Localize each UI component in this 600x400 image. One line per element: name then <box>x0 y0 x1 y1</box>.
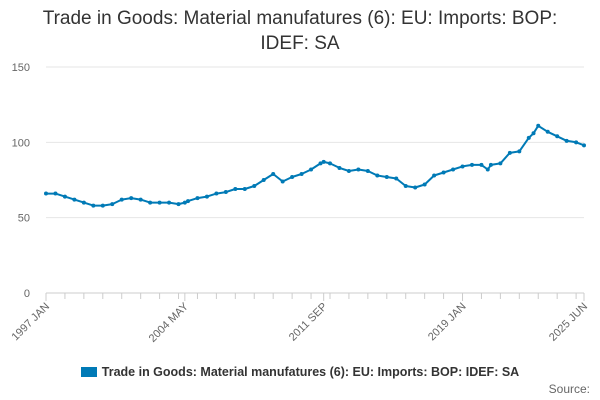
chart-title: Trade in Goods: Material manufatures (6)… <box>42 8 558 54</box>
y-tick-label: 0 <box>24 288 30 300</box>
data-point <box>195 196 200 201</box>
series-line <box>46 124 585 207</box>
data-point <box>81 200 86 205</box>
data-point <box>479 162 484 167</box>
x-tick-label: 2011 SEP <box>287 301 330 344</box>
data-point <box>129 196 134 201</box>
y-tick-label: 100 <box>12 137 30 149</box>
grid-lines <box>46 66 584 294</box>
data-point <box>44 191 48 196</box>
data-point <box>441 170 446 175</box>
data-point <box>318 161 323 166</box>
data-point <box>299 171 304 176</box>
data-point <box>488 162 493 167</box>
x-axis <box>45 292 585 301</box>
data-point <box>53 191 58 196</box>
x-tick-label: 2004 MAY <box>147 300 192 345</box>
data-point <box>469 162 474 167</box>
data-point <box>167 200 172 205</box>
data-point <box>261 178 266 182</box>
series-layer[interactable] <box>44 123 586 208</box>
data-point <box>176 202 181 207</box>
data-point <box>204 194 209 199</box>
y-axis-labels: 0 50 100 150 <box>12 62 30 300</box>
data-point <box>242 187 247 192</box>
data-point <box>337 165 342 170</box>
x-tick-label: 2019 JAN <box>426 301 469 344</box>
data-point <box>72 197 77 202</box>
data-point <box>233 187 238 192</box>
data-point <box>460 164 465 169</box>
data-point <box>62 194 67 199</box>
legend[interactable]: Trade in Goods: Material manufatures (6)… <box>0 365 600 379</box>
data-point <box>290 174 295 179</box>
data-point <box>574 140 579 145</box>
data-point <box>531 131 536 136</box>
data-point <box>394 176 399 181</box>
data-point <box>564 138 569 143</box>
data-point <box>485 167 490 172</box>
data-point <box>223 190 228 195</box>
data-point <box>138 197 143 202</box>
data-point <box>507 150 512 155</box>
data-point <box>413 185 418 190</box>
data-point <box>555 134 560 139</box>
data-point <box>346 168 351 173</box>
data-point <box>100 203 105 208</box>
data-point <box>536 123 541 128</box>
legend-series-marker <box>80 367 97 377</box>
data-point <box>214 191 219 196</box>
data-point <box>356 167 361 172</box>
data-point <box>365 168 370 173</box>
data-point <box>271 171 276 176</box>
data-point <box>148 200 153 205</box>
data-point <box>309 167 314 172</box>
data-point <box>375 173 380 178</box>
data-point <box>252 184 257 189</box>
data-point <box>91 203 96 208</box>
data-point <box>182 200 187 205</box>
data-point <box>582 143 586 148</box>
data-point <box>321 159 326 164</box>
data-point <box>327 161 332 166</box>
data-point <box>432 173 437 178</box>
x-axis-labels: 1997 JAN 2004 MAY 2011 SEP 2019 JAN 2025 JUN <box>9 300 590 345</box>
data-point <box>498 161 503 166</box>
data-point <box>157 200 162 205</box>
data-point <box>185 199 190 204</box>
x-tick-label: 1997 JAN <box>9 301 52 344</box>
legend-series-label[interactable]: Trade in Goods: Material manufatures (6)… <box>101 365 520 379</box>
data-point <box>119 197 124 202</box>
y-tick-label: 150 <box>12 62 30 74</box>
data-point <box>526 135 531 140</box>
data-point <box>422 182 427 187</box>
x-tick-label: 2025 JUN <box>547 301 590 344</box>
source-credit: Source: <box>548 382 590 396</box>
data-point <box>280 179 285 184</box>
data-point <box>451 167 456 172</box>
y-tick-label: 50 <box>18 213 30 225</box>
data-point <box>517 149 522 154</box>
data-point <box>384 174 389 179</box>
data-point <box>403 184 408 189</box>
data-point <box>545 129 550 134</box>
data-point <box>110 202 115 207</box>
